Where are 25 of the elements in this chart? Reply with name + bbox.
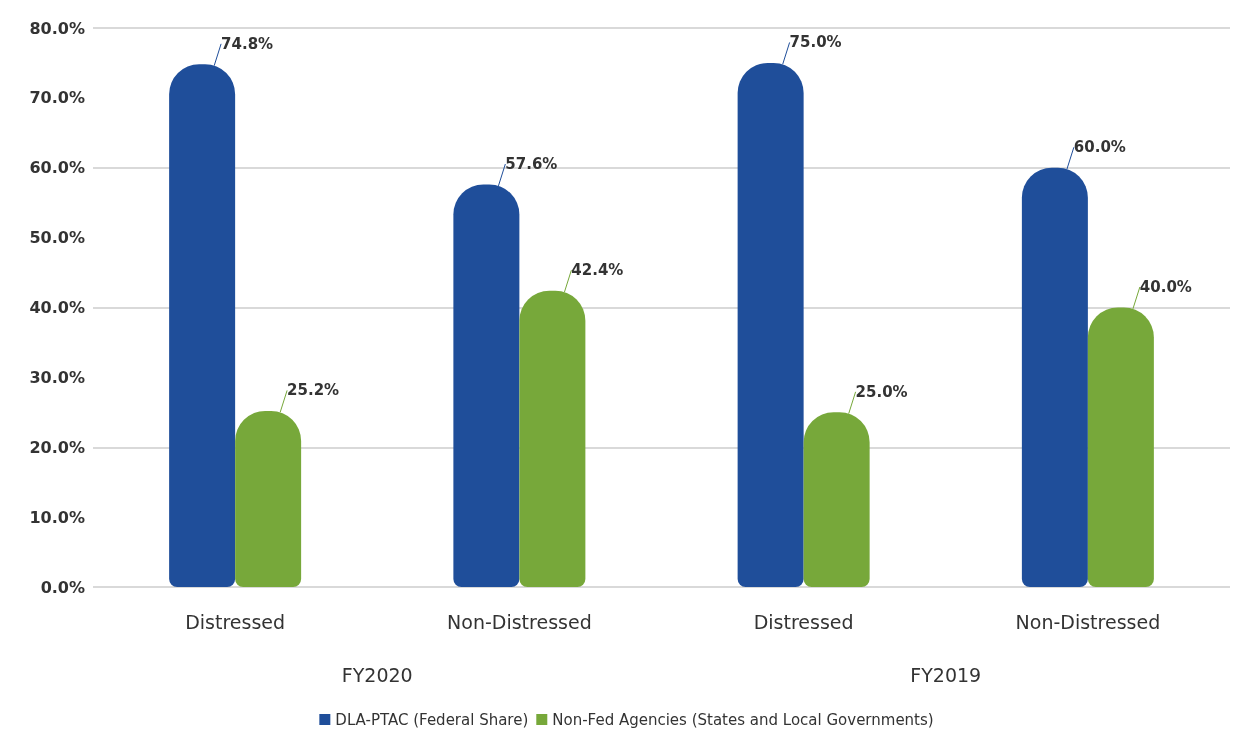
y-tick-label: 30.0% xyxy=(29,367,85,387)
data-label: 60.0% xyxy=(1073,138,1126,157)
data-label: 25.0% xyxy=(855,382,908,401)
y-tick-label: 40.0% xyxy=(29,298,85,317)
y-tick-label: 20.0% xyxy=(29,437,85,457)
data-label: 75.0% xyxy=(789,33,842,52)
y-tick-label: 60.0% xyxy=(29,158,85,178)
data-label: 40.0% xyxy=(1139,278,1192,296)
y-tick-label: 50.0% xyxy=(29,228,85,248)
y-tick-label: 70.0% xyxy=(29,88,85,108)
data-label: 57.6% xyxy=(505,155,558,174)
text: FY2019 xyxy=(910,663,982,686)
x-tick-label: Distressed xyxy=(185,610,286,633)
y-tick-label: 10.0% xyxy=(29,507,85,527)
legend-label: DLA-PTAC (Federal Share) xyxy=(335,710,529,729)
x-tick-label: Non-Distressed xyxy=(447,610,592,633)
data-label: 25.2% xyxy=(287,381,340,400)
x-tick-label: Distressed xyxy=(753,610,854,633)
data-label: 74.8% xyxy=(221,34,274,53)
text: FY2020 xyxy=(341,663,413,686)
x-tick-label: Non-Distressed xyxy=(1015,610,1161,633)
data-label: 42.4% xyxy=(571,261,624,280)
y-tick-label: 0.0% xyxy=(40,577,85,597)
y-tick-label: 80.0% xyxy=(29,18,85,38)
legend-label: Non-Fed Agencies (States and Local Governments) xyxy=(552,710,934,729)
